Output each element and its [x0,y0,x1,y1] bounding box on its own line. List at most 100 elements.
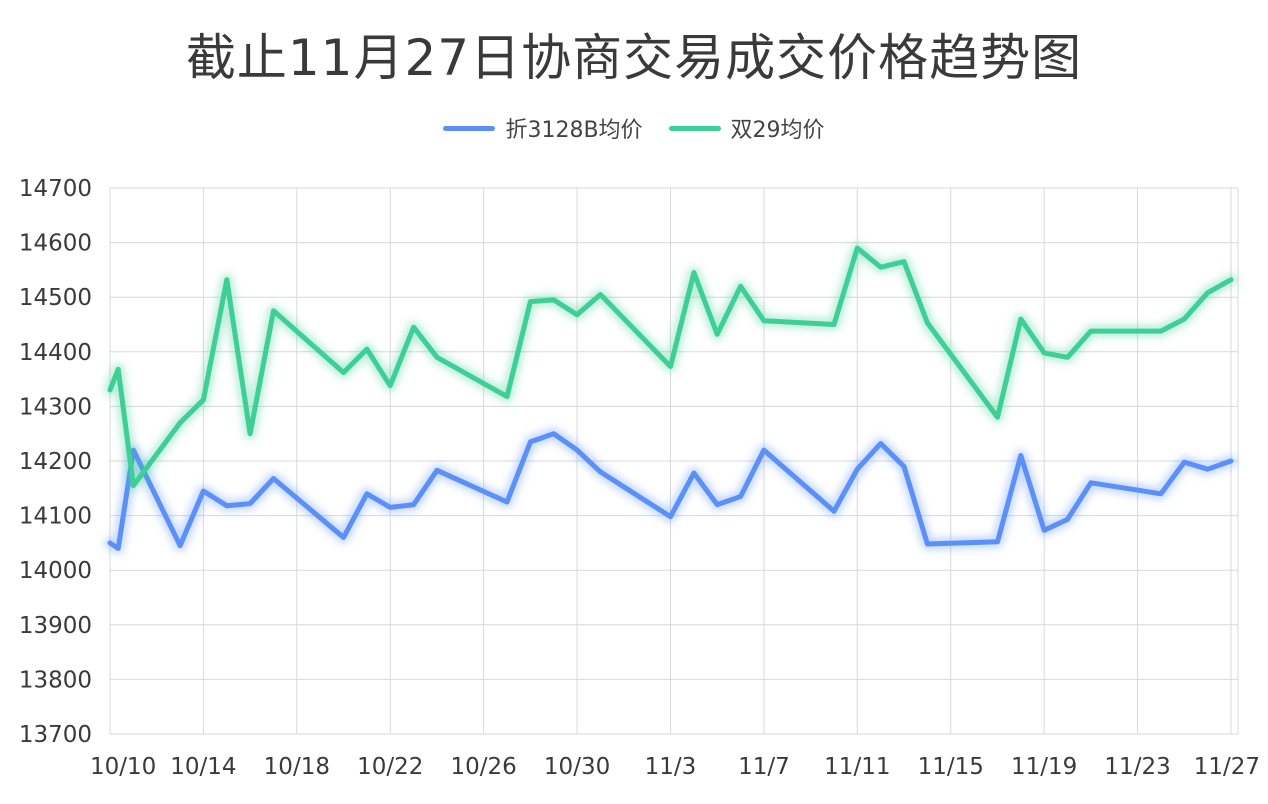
series-2-point[interactable] [341,370,346,375]
series-1-point[interactable] [1228,459,1233,464]
x-tick-label: 10/22 [357,754,423,780]
series-1-point[interactable] [1088,480,1093,485]
series-2-point[interactable] [1158,329,1163,334]
series-2-point[interactable] [598,292,603,297]
series-2-point[interactable] [411,325,416,330]
series-1-point[interactable] [598,469,603,474]
series-1-point[interactable] [831,509,836,514]
legend-label-series-2: 双29均价 [730,118,825,143]
series-2-point[interactable] [364,347,369,352]
series-1-point[interactable] [411,502,416,507]
series-2-point[interactable] [1088,329,1093,334]
legend-swatch-series-2 [668,125,721,131]
y-tick-label: 13700 [19,722,92,748]
series-1-point[interactable] [224,503,229,508]
series-1-point[interactable] [201,489,206,494]
y-tick-label: 14500 [19,285,92,311]
series-2-point[interactable] [1228,277,1233,282]
series-1-point[interactable] [902,464,907,469]
series-2-point[interactable] [1042,350,1047,355]
series-1-point[interactable] [108,540,113,545]
x-tick-label: 11/11 [824,754,890,780]
x-tick-label: 11/27 [1194,754,1260,780]
series-1-point[interactable] [738,494,743,499]
series-1-point[interactable] [1158,491,1163,496]
series-1-point[interactable] [878,441,883,446]
series-1-point[interactable] [364,491,369,496]
series-2-point[interactable] [715,332,720,337]
legend-item-series-1[interactable]: 折3128B均价 [443,112,643,144]
series-2-point[interactable] [528,299,533,304]
series-2-point[interactable] [1182,317,1187,322]
series-1-point[interactable] [116,546,121,551]
series-2-point[interactable] [668,364,673,369]
x-tick-label: 11/23 [1104,754,1170,780]
y-tick-label: 13900 [19,613,92,639]
series-2-point[interactable] [434,355,439,360]
series-1-point[interactable] [1065,517,1070,522]
x-tick-label: 11/3 [645,754,697,780]
legend: 折3128B均价 双29均价 [0,112,1268,144]
series-1-point[interactable] [668,514,673,519]
series-2-point[interactable] [1205,290,1210,295]
series-2-point[interactable] [224,277,229,282]
series-1-point[interactable] [271,476,276,481]
x-tick-label: 10/14 [170,754,236,780]
series-2-point[interactable] [108,388,113,393]
series-2-point[interactable] [271,308,276,313]
series-2-point[interactable] [575,312,580,317]
y-tick-label: 14100 [19,504,92,530]
legend-item-series-2[interactable]: 双29均价 [668,112,825,144]
series-2-point[interactable] [995,415,1000,420]
series-1-point[interactable] [341,535,346,540]
series-2-point[interactable] [551,297,556,302]
series-1-line[interactable] [107,431,1234,551]
series-2-point[interactable] [1065,355,1070,360]
series-2-point[interactable] [925,320,930,325]
series-1-point[interactable] [1205,467,1210,472]
series-1-point[interactable] [1182,460,1187,465]
series-2-point[interactable] [761,318,766,323]
series-1-point[interactable] [925,541,930,546]
y-tick-label: 14200 [19,449,92,475]
series-2-point[interactable] [116,367,121,372]
series-1-point[interactable] [691,471,696,476]
series-1-point[interactable] [505,499,510,504]
series-2-point[interactable] [831,322,836,327]
series-2-point[interactable] [691,270,696,275]
x-axis-ticks: 10/10 10/14 10/18 10/22 10/26 10/30 11/3 11/7 11… [90,754,1260,780]
series-2-point[interactable] [388,383,393,388]
x-tick-label: 10/30 [544,754,610,780]
series-1-point[interactable] [248,501,253,506]
series-2-point[interactable] [248,431,253,436]
series-1-point[interactable] [761,448,766,453]
x-tick-label: 11/15 [918,754,984,780]
series-1-point[interactable] [551,431,556,436]
series-2-line[interactable] [107,245,1234,489]
x-tick-label: 10/18 [264,754,330,780]
x-tick-label: 10/26 [451,754,517,780]
series-2-point[interactable] [178,420,183,425]
series-1-point[interactable] [178,543,183,548]
y-tick-label: 13800 [19,667,92,693]
series-2-point[interactable] [878,265,883,270]
y-tick-label: 14300 [19,394,92,420]
series-2-point[interactable] [201,397,206,402]
series-2-point[interactable] [855,246,860,251]
series-1-point[interactable] [715,502,720,507]
series-1-point[interactable] [575,448,580,453]
series-1-point[interactable] [388,505,393,510]
series-1-point[interactable] [528,439,533,444]
series-1-point[interactable] [434,468,439,473]
legend-label-series-1: 折3128B均价 [505,118,643,143]
series-1-point[interactable] [855,467,860,472]
series-1-point[interactable] [1042,528,1047,533]
series-1-point[interactable] [995,539,1000,544]
series-2-point[interactable] [902,259,907,264]
series-2-point[interactable] [1018,317,1023,322]
series-2-point[interactable] [131,483,136,488]
series-1-point[interactable] [1018,453,1023,458]
series-2-point[interactable] [505,394,510,399]
series-lines [104,242,1237,555]
series-2-point[interactable] [738,284,743,289]
